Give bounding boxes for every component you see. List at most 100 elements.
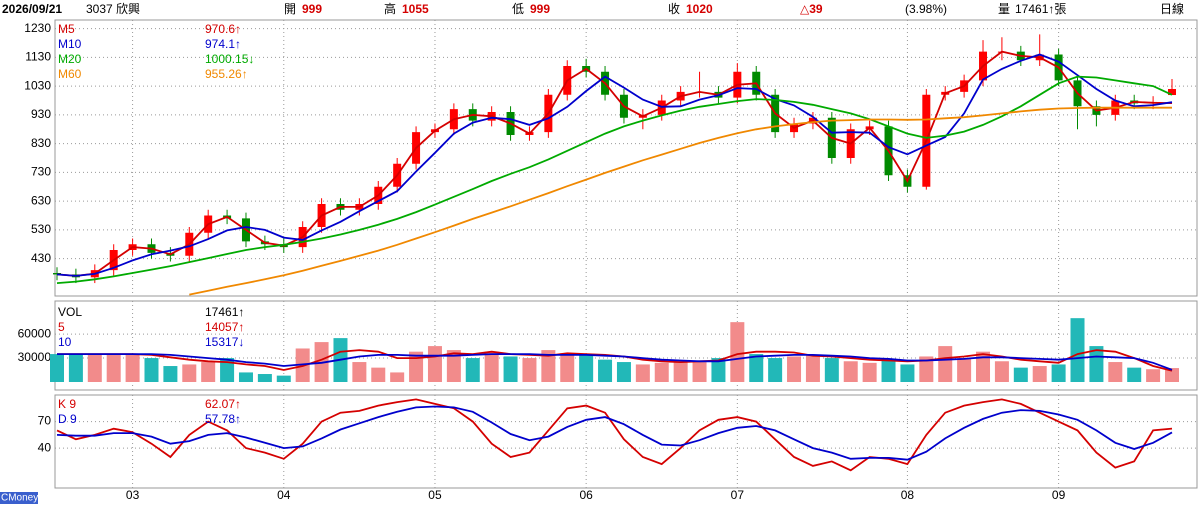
volume-bar <box>1089 346 1104 382</box>
readout-name: D 9 <box>58 412 77 426</box>
y-tick-label: 930 <box>31 107 51 121</box>
x-tick-label: 04 <box>277 488 291 502</box>
volume-bar <box>87 354 102 382</box>
y-tick-label: 430 <box>31 251 51 265</box>
ma-line <box>56 50 1173 277</box>
y-tick-label: 730 <box>31 165 51 179</box>
volume-bar <box>163 366 178 382</box>
readout-name: M20 <box>58 52 82 66</box>
volume-bar <box>1108 362 1123 382</box>
readout-value: 57.78↑ <box>205 412 241 426</box>
field-value: 1020 <box>686 2 713 16</box>
x-tick-label: 08 <box>901 488 915 502</box>
volume-bar <box>598 359 613 382</box>
y-tick-label: 40 <box>38 440 52 454</box>
date: 2026/09/21 <box>2 2 62 16</box>
volume-bar <box>257 374 272 382</box>
volume-bar <box>352 362 367 382</box>
volume-bar <box>371 367 386 382</box>
volume-bar <box>862 362 877 382</box>
volume-bar <box>787 356 802 382</box>
footer-bg <box>0 492 38 504</box>
ma-line <box>56 53 1173 277</box>
readout-value: 15317↓ <box>205 335 244 349</box>
volume-bar <box>579 354 594 382</box>
volume-bar <box>276 375 291 382</box>
x-tick-label: 06 <box>579 488 593 502</box>
volume-bar <box>390 372 405 382</box>
ma-line <box>189 106 1172 296</box>
ma-line <box>56 405 1173 461</box>
volume-bar <box>446 350 461 382</box>
volume-bar <box>522 358 537 382</box>
volume-bar <box>1146 369 1161 382</box>
y-tick-label: 60000 <box>18 326 52 340</box>
field-label: 高 <box>384 1 396 16</box>
y-tick-label: 1230 <box>24 21 51 35</box>
field-label: 開 <box>284 2 296 16</box>
ma-line <box>56 75 1173 284</box>
volume-bar <box>881 359 896 382</box>
ma-line <box>56 398 1173 472</box>
volume-bar <box>1165 368 1179 382</box>
volume-bar <box>1013 367 1028 382</box>
period: 日線 <box>1160 1 1184 16</box>
field-label: 低 <box>512 2 524 16</box>
y-tick-label: 830 <box>31 136 51 150</box>
readout-name: K 9 <box>58 397 76 411</box>
readout-value: 955.26↑ <box>205 67 248 81</box>
x-tick-label: 05 <box>428 488 442 502</box>
volume-bar <box>957 358 972 382</box>
volume-bar <box>768 358 783 382</box>
candle-body <box>53 273 61 275</box>
volume-bar <box>730 322 745 382</box>
change-pct: (3.98%) <box>905 2 947 16</box>
volume-bar <box>673 361 688 382</box>
volume-bar <box>144 358 159 382</box>
y-tick-label: 1030 <box>24 78 51 92</box>
volume-bar <box>749 354 764 382</box>
volume-bar <box>692 362 707 382</box>
volume-bar <box>994 361 1009 382</box>
volume-bar <box>560 353 575 382</box>
ma-line <box>57 353 1173 371</box>
readout-value: 62.07↑ <box>205 397 241 411</box>
volume-bar <box>976 351 991 382</box>
volume-bar <box>484 351 499 382</box>
volume-bar <box>900 364 915 382</box>
volume-bar <box>220 358 235 382</box>
volume-bar <box>409 351 424 382</box>
y-tick-label: 30000 <box>18 350 52 364</box>
volume-bar <box>843 361 858 382</box>
readout-name: M5 <box>58 22 75 36</box>
volume-bar <box>541 350 556 382</box>
volume-bar <box>68 354 83 382</box>
volume-bar <box>635 364 650 382</box>
volume-bar <box>616 362 631 382</box>
y-tick-label: 530 <box>31 222 51 236</box>
volume: 17461↑張 <box>1015 2 1066 16</box>
panel-frame <box>54 300 1198 391</box>
volume-bar <box>427 346 442 382</box>
volume-bar <box>1032 366 1047 382</box>
volume-bar <box>50 354 64 382</box>
readout-name: 5 <box>58 320 65 334</box>
readout-value: 970.6↑ <box>205 22 241 36</box>
candle-body <box>1168 89 1176 96</box>
readout-value: 17461↑ <box>205 305 244 319</box>
header: 2026/09/21 3037 欣興 開 999 高 1055 低 999 收 … <box>2 1 1184 16</box>
readout-name: VOL <box>58 305 82 319</box>
volume-bar <box>1070 318 1085 382</box>
volume-bar <box>238 372 253 382</box>
volume-bar <box>824 358 839 382</box>
volume-bar <box>201 362 216 382</box>
volume-bar <box>125 354 140 382</box>
field-value: 999 <box>302 2 322 16</box>
y-tick-label: 630 <box>31 193 51 207</box>
volume-bar <box>1127 367 1142 382</box>
field-value: 1055 <box>402 2 429 16</box>
readout-name: M10 <box>58 37 82 51</box>
x-tick-label: 03 <box>126 488 140 502</box>
volume-bar <box>938 346 953 382</box>
